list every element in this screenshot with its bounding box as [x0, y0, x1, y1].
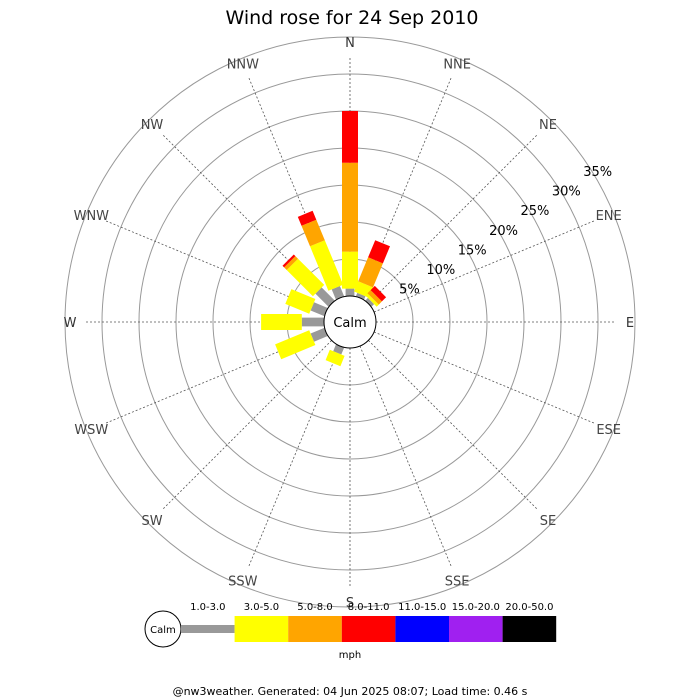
direction-label-wnw: WNW: [74, 209, 110, 224]
direction-label-ese: ESE: [596, 423, 621, 438]
bar-w-1.0-3.0: [301, 317, 324, 327]
legend-label-15.0-20.0: 15.0-20.0: [452, 602, 500, 613]
legend-swatch-15.0-20.0: [449, 616, 503, 642]
spoke-sse: [359, 345, 453, 568]
bar-ne-5.0-8.0: [367, 290, 382, 305]
bar-wsw-3.0-5.0: [275, 330, 316, 360]
direction-label-w: W: [64, 316, 77, 331]
legend-swatch-3.0-5.0: [234, 616, 289, 642]
bar-wnw-1.0-3.0: [310, 302, 328, 317]
legend-swatch-11.0-15.0: [395, 616, 449, 642]
direction-label-wsw: WSW: [74, 423, 108, 438]
calm-center: Calm: [323, 295, 377, 349]
calm-circle: [323, 295, 377, 349]
bar-wnw-3.0-5.0: [285, 289, 316, 314]
bar-nnw-3.0-5.0: [310, 240, 344, 291]
bar-nnw-5.0-8.0: [301, 219, 325, 247]
chart-title: Wind rose for 24 Sep 2010: [225, 7, 478, 29]
ring-label-35: 35%: [583, 165, 612, 180]
direction-label-ene: ENE: [596, 209, 622, 224]
direction-label-nnw: NNW: [227, 57, 259, 72]
bar-n-5.0-8.0: [342, 162, 358, 252]
bar-nnw-1.0-3.0: [331, 286, 345, 300]
ring-label-20: 20%: [489, 224, 518, 239]
bar-nw-1.0-3.0: [315, 287, 335, 307]
spoke-ssw: [247, 345, 341, 568]
legend-swatch-1.0-3.0: [181, 625, 235, 633]
bar-w-3.0-5.0: [261, 314, 302, 330]
direction-label-sw: SW: [141, 514, 162, 529]
ring-labels: 5% 10%15%20%25%30%35%: [399, 165, 612, 298]
legend-units: mph: [339, 650, 361, 661]
footer-text: @nw3weather. Generated: 04 Jun 2025 08:0…: [173, 685, 528, 698]
ring-label-10: 10%: [426, 263, 455, 278]
ring-label-5: 5%: [399, 283, 420, 298]
bar-nne-5.0-8.0: [358, 257, 383, 288]
bar-n-3.0-5.0: [342, 251, 358, 289]
direction-label-nne: NNE: [443, 57, 471, 72]
bar-nnw-8.0-11.0: [297, 210, 317, 226]
speed-legend: Calm 1.0-3.0 3.0-5.0 5.0-8.0 8.0-11.0 11.0-15…: [144, 602, 557, 661]
direction-label-ssw: SSW: [228, 575, 258, 590]
bar-ne-8.0-11.0: [370, 285, 387, 302]
bar-ne-1.0-3.0: [365, 297, 375, 307]
legend-label-8.0-11.0: 8.0-11.0: [348, 602, 390, 613]
direction-label-nw: NW: [141, 118, 164, 133]
direction-label-e: E: [626, 316, 634, 331]
legend-label-11.0-15.0: 11.0-15.0: [398, 602, 446, 613]
spoke-ese: [373, 331, 596, 425]
legend-label-5.0-8.0: 5.0-8.0: [297, 602, 332, 613]
direction-label-sse: SSE: [445, 575, 470, 590]
grid-ring-35: [64, 36, 636, 608]
wind-bars: [261, 111, 390, 367]
legend-calm-label: Calm: [150, 625, 176, 636]
bar-n-8.0-11.0: [342, 111, 358, 163]
ring-label-25: 25%: [520, 204, 549, 219]
spoke-ene: [373, 219, 596, 313]
bar-nw-3.0-5.0: [286, 258, 325, 297]
bar-nne-8.0-11.0: [368, 240, 390, 264]
ring-label-15: 15%: [458, 243, 487, 258]
legend-label-20.0-50.0: 20.0-50.0: [505, 602, 553, 613]
spoke-sw: [161, 340, 332, 511]
bar-n-1.0-3.0: [345, 288, 355, 296]
direction-labels: N NNE NE ENE E ESE SE SSE S SSW SW WSW W WNW NW NNW: [64, 36, 635, 611]
calm-label: Calm: [333, 316, 366, 331]
bar-nw-8.0-11.0: [282, 254, 296, 268]
legend-swatch-8.0-11.0: [341, 616, 396, 642]
bar-nw-5.0-8.0: [284, 256, 298, 270]
bar-ne-3.0-5.0: [365, 293, 379, 307]
direction-label-se: SE: [540, 514, 556, 529]
legend-swatch-20.0-50.0: [502, 616, 557, 642]
bar-ssw-3.0-5.0: [325, 349, 345, 367]
spoke-ne: [368, 133, 539, 304]
bar-wsw-1.0-3.0: [310, 327, 328, 342]
ring-label-30: 30%: [552, 185, 581, 200]
legend-label-3.0-5.0: 3.0-5.0: [244, 602, 279, 613]
direction-label-ne: NE: [539, 118, 557, 133]
spoke-se: [368, 340, 539, 511]
direction-label-s: S: [346, 596, 354, 611]
legend-label-1.0-3.0: 1.0-3.0: [190, 602, 225, 613]
direction-label-n: N: [345, 36, 355, 51]
legend-swatch-5.0-8.0: [288, 616, 342, 642]
bar-nne-1.0-3.0: [355, 292, 366, 300]
